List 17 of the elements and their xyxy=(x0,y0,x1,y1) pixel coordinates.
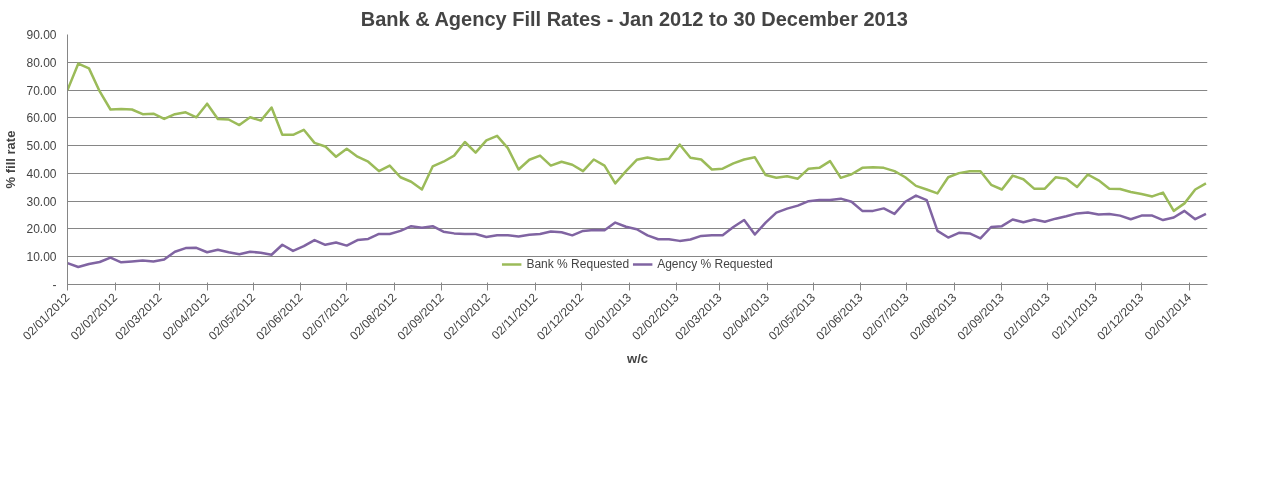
y-tick-label: 40.00 xyxy=(26,166,57,181)
y-tick-label: 60.00 xyxy=(26,111,57,126)
y-tick-label: 10.00 xyxy=(26,250,57,265)
y-tick-label: 30.00 xyxy=(26,194,57,209)
legend-label: Bank % Requested xyxy=(526,257,630,271)
chart-title: Bank & Agency Fill Rates - Jan 2012 to 30 December 2013 xyxy=(360,7,908,30)
y-tick-label: - xyxy=(52,278,57,292)
y-axis-title: % fill rate xyxy=(3,130,19,189)
line-series xyxy=(67,194,1208,269)
x-axis-title: w/c xyxy=(626,350,648,366)
y-tick-label: 80.00 xyxy=(26,55,57,70)
y-tick-label: 90.00 xyxy=(26,28,57,42)
line-series xyxy=(67,62,1208,213)
y-tick-label: 50.00 xyxy=(26,139,57,154)
y-tick-label: 70.00 xyxy=(26,83,57,98)
y-tick-label: 20.00 xyxy=(26,222,57,237)
legend-label: Agency % Requested xyxy=(657,257,773,271)
